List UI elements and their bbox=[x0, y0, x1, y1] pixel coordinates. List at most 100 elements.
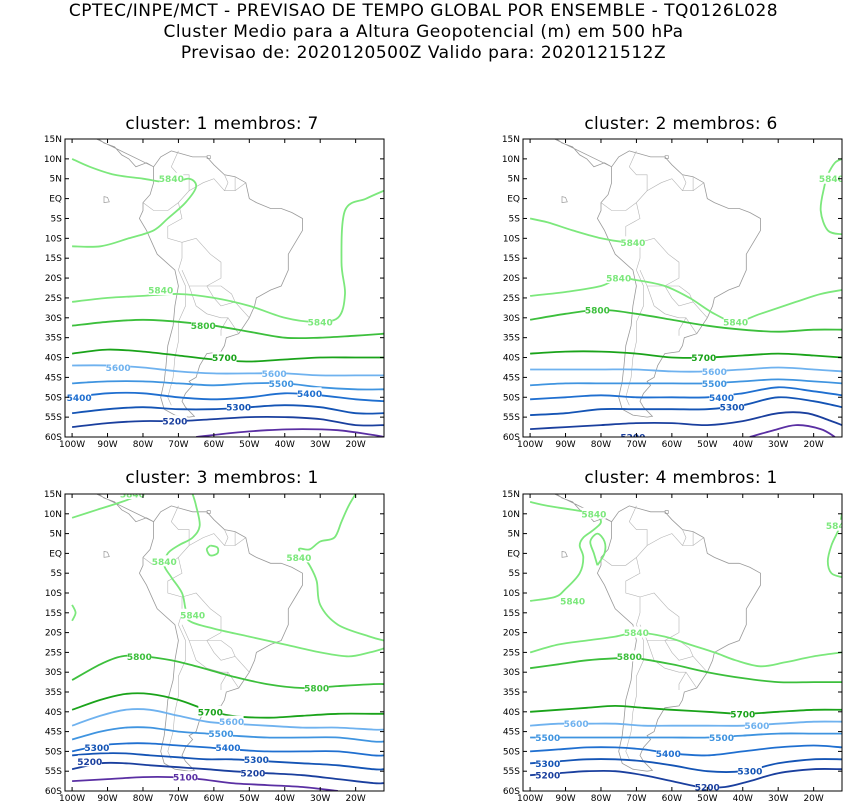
lat-label: 40S bbox=[503, 708, 520, 718]
contour-label: 5400 bbox=[709, 394, 734, 404]
contour-5400 bbox=[530, 744, 842, 757]
contour-label-bg bbox=[620, 236, 645, 248]
contour-label-bg bbox=[208, 727, 233, 739]
lat-label: 15S bbox=[503, 254, 520, 264]
contour-label-bg bbox=[695, 781, 720, 791]
lon-label: 30W bbox=[310, 794, 330, 803]
lat-label: 50S bbox=[503, 747, 520, 757]
contour-label-bg bbox=[709, 391, 734, 403]
lat-label: 10S bbox=[45, 589, 62, 599]
lat-label: 10N bbox=[502, 155, 520, 165]
contour-5200 bbox=[71, 761, 384, 785]
contour-label: 5800 bbox=[127, 653, 152, 663]
country-border bbox=[639, 592, 680, 641]
lat-label: 5N bbox=[50, 175, 62, 185]
contour-label-bg bbox=[191, 319, 216, 331]
contour-label: 5500 bbox=[702, 380, 727, 390]
contour-label: 5800 bbox=[585, 306, 610, 316]
lon-label: 40W bbox=[733, 440, 753, 450]
lat-label: 25S bbox=[503, 294, 520, 304]
island-outline bbox=[103, 196, 110, 204]
contour-5800 bbox=[529, 308, 842, 333]
country-border bbox=[692, 301, 708, 319]
contour-label: 5840 bbox=[606, 275, 631, 285]
lat-label: 60S bbox=[45, 787, 62, 797]
contour-label-bg bbox=[127, 650, 152, 662]
contour-5700 bbox=[530, 350, 842, 359]
contour-label: 5400 bbox=[297, 390, 322, 400]
contour-5200 bbox=[530, 768, 842, 789]
island-outline bbox=[206, 510, 211, 514]
contour-5600 bbox=[530, 366, 842, 373]
lat-label: 10N bbox=[44, 510, 62, 520]
lat-label: 40S bbox=[45, 354, 62, 364]
country-border bbox=[220, 317, 229, 336]
country-border bbox=[682, 529, 687, 546]
contour-5200 bbox=[71, 415, 384, 428]
contour-label: 5840 bbox=[308, 318, 333, 328]
contour-label: 5840 bbox=[620, 239, 645, 249]
lat-label: 45S bbox=[45, 728, 62, 738]
country-border bbox=[224, 174, 229, 191]
contour-label-bg bbox=[702, 365, 727, 377]
country-border bbox=[625, 269, 644, 406]
lat-label: 25S bbox=[45, 294, 62, 304]
lon-label: 70W bbox=[168, 440, 188, 450]
lon-label: 50W bbox=[239, 440, 259, 450]
contour-label: 5840 bbox=[826, 522, 847, 532]
contour-label-bg bbox=[244, 753, 269, 765]
lon-label: 50W bbox=[697, 794, 717, 803]
contour-label: 5300 bbox=[737, 768, 762, 778]
contour-label: 5200 bbox=[620, 434, 645, 444]
contour-label-bg bbox=[535, 769, 560, 781]
lon-label: 100W bbox=[517, 440, 543, 450]
contour-label-bg bbox=[535, 731, 560, 743]
contour-label-bg bbox=[198, 705, 223, 717]
contour-label-bg bbox=[77, 755, 102, 767]
lat-label: 15S bbox=[503, 609, 520, 619]
contour-label: 5840 bbox=[560, 597, 585, 607]
lat-label: 40S bbox=[45, 708, 62, 718]
lat-label: 60S bbox=[503, 433, 520, 443]
lon-label: 60W bbox=[204, 440, 224, 450]
contour-5500 bbox=[530, 378, 842, 387]
country-border bbox=[234, 656, 250, 673]
contour-label: 5200 bbox=[77, 758, 102, 768]
contour-label-bg bbox=[581, 507, 606, 519]
contour-5840 bbox=[71, 604, 77, 622]
contour-label-bg bbox=[226, 401, 251, 413]
map-frame bbox=[64, 138, 385, 438]
panel-title-2: cluster: 2 membros: 6 bbox=[584, 114, 778, 134]
contour-label-bg bbox=[219, 715, 244, 727]
contour-label-bg bbox=[624, 626, 649, 638]
contour-label-bg bbox=[84, 741, 109, 753]
contour-label: 5500 bbox=[208, 730, 233, 740]
country-border bbox=[224, 529, 229, 546]
contour-5840 bbox=[163, 494, 384, 658]
lon-label: 80W bbox=[133, 794, 153, 803]
contour-label: 5800 bbox=[617, 653, 642, 663]
lat-label: 15N bbox=[502, 135, 520, 145]
contour-label-bg bbox=[286, 551, 311, 563]
contour-label-bg bbox=[297, 387, 322, 399]
contour-5700 bbox=[530, 704, 842, 715]
lat-label: 45S bbox=[45, 373, 62, 383]
header-line-1: CPTEC/INPE/MCT - PREVISAO DE TEMPO GLOBA… bbox=[68, 1, 779, 21]
contour-label: 5840 bbox=[148, 286, 173, 296]
lat-label: 20S bbox=[45, 274, 62, 284]
lat-label: 5S bbox=[509, 569, 521, 579]
lon-label: 90W bbox=[97, 440, 117, 450]
contour-5500 bbox=[72, 380, 384, 391]
lat-label: 15N bbox=[502, 490, 520, 500]
lat-label: 15S bbox=[45, 609, 62, 619]
lat-label: 30S bbox=[45, 668, 62, 678]
contour-5500 bbox=[530, 732, 842, 739]
contour-label: 5840 bbox=[819, 175, 844, 185]
contour-5400 bbox=[71, 391, 384, 403]
country-border bbox=[625, 557, 641, 625]
lat-label: 25S bbox=[45, 648, 62, 658]
island-outline bbox=[103, 550, 110, 558]
